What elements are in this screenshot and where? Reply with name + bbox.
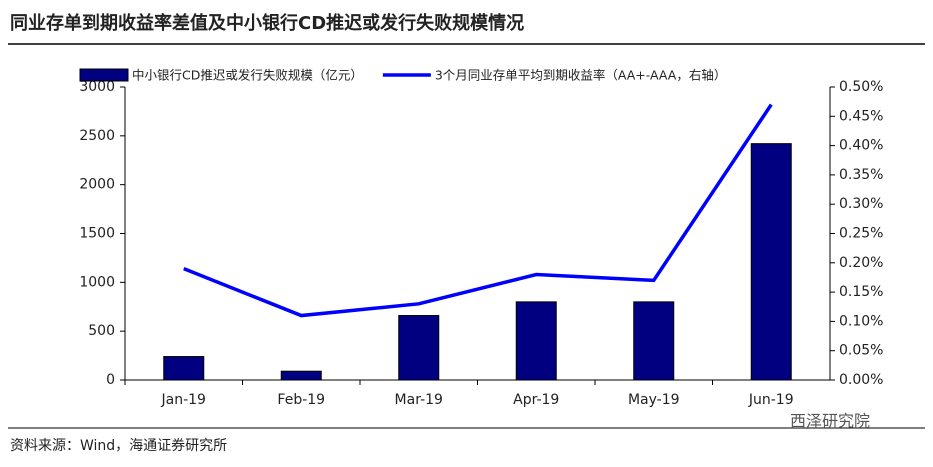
x-tick-label: Mar-19 xyxy=(395,392,443,408)
y-tick-label: 1500 xyxy=(79,226,115,242)
y-tick-label: 500 xyxy=(88,323,115,339)
y-tick-label: 2000 xyxy=(79,177,115,193)
bar xyxy=(750,143,792,381)
source-note: 资料来源：Wind，海通证券研究所 xyxy=(10,438,227,454)
y-tick-label: 2500 xyxy=(79,128,115,144)
x-tick-label: Jan-19 xyxy=(161,392,206,408)
y2-tick-label: 0.45% xyxy=(839,108,883,124)
y2-tick-label: 0.15% xyxy=(839,284,883,300)
y2-tick-label: 0.40% xyxy=(839,138,883,154)
bar xyxy=(280,370,322,381)
y2-tick-label: 0.00% xyxy=(839,372,883,388)
legend-swatch xyxy=(79,68,129,82)
y-tick-label: 1000 xyxy=(79,274,115,290)
y2-tick-label: 0.10% xyxy=(839,313,883,329)
y2-tick-label: 0.05% xyxy=(839,343,883,359)
y2-tick-label: 0.35% xyxy=(839,167,883,183)
y-tick-label: 0 xyxy=(106,372,115,388)
line-series xyxy=(183,103,773,318)
x-tick-label: Feb-19 xyxy=(277,392,325,408)
watermark: 西泽研究院 xyxy=(790,412,870,431)
bar xyxy=(398,315,440,381)
x-tick-label: Apr-19 xyxy=(513,392,559,408)
x-tick-label: Jun-19 xyxy=(748,392,794,408)
bar xyxy=(163,356,205,381)
y2-tick-label: 0.50% xyxy=(839,79,883,95)
legend-label: 中小银行CD推迟或发行失败规模（亿元） xyxy=(132,68,363,83)
y2-tick-label: 0.30% xyxy=(839,196,883,212)
y-tick-label: 3000 xyxy=(79,79,115,95)
bar xyxy=(633,301,675,381)
chart-title: 同业存单到期收益率差值及中小银行CD推迟或发行失败规模情况 xyxy=(10,12,524,34)
y2-tick-label: 0.20% xyxy=(839,255,883,271)
x-tick-label: May-19 xyxy=(628,392,680,408)
bar xyxy=(515,301,557,381)
legend-label: 3个月同业存单平均到期收益率（AA+-AAA，右轴） xyxy=(435,68,726,83)
y2-tick-label: 0.25% xyxy=(839,226,883,242)
